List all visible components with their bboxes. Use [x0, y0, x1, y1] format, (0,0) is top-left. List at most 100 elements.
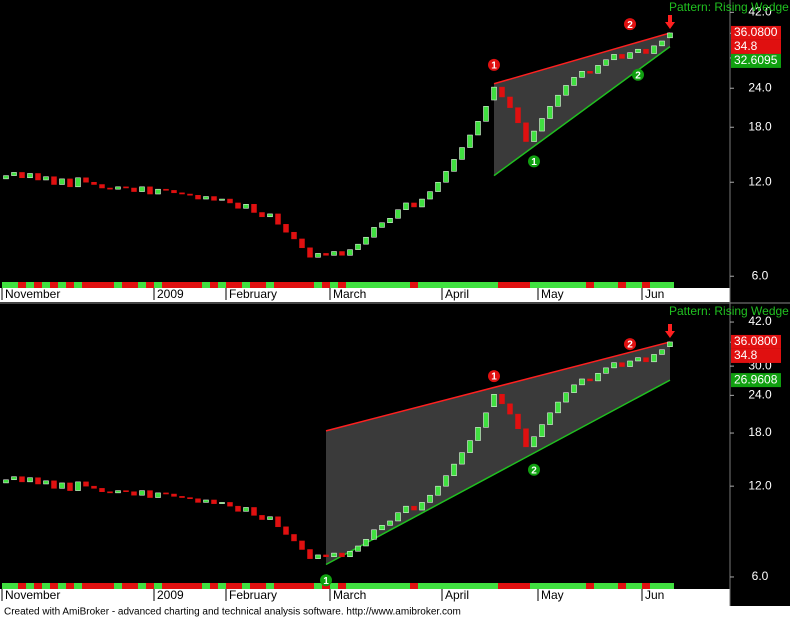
trend-strip	[394, 583, 402, 589]
trend-strip	[130, 282, 138, 288]
candle	[147, 490, 153, 498]
candle	[443, 475, 449, 487]
candle	[187, 193, 193, 196]
candle	[43, 480, 49, 485]
x-tick-label: April	[445, 287, 469, 301]
candle	[107, 491, 113, 494]
trend-strip	[370, 583, 378, 589]
trend-strip	[442, 583, 450, 589]
trend-strip	[146, 583, 154, 589]
candle	[59, 178, 65, 185]
candle	[27, 173, 33, 179]
candle	[3, 479, 9, 484]
trend-strip	[210, 583, 218, 589]
candle	[507, 403, 513, 415]
signal-arrow	[665, 14, 675, 29]
trend-strip	[330, 282, 338, 288]
trend-strip	[658, 282, 666, 288]
pattern-marker	[624, 338, 636, 351]
x-tick-label: May	[541, 287, 564, 301]
candle	[235, 505, 241, 512]
candle	[315, 554, 321, 559]
trend-strip	[170, 282, 178, 288]
candle	[515, 107, 521, 124]
trend-strip	[258, 282, 266, 288]
y-tick-label: 12.0	[748, 478, 772, 492]
candle	[315, 253, 321, 258]
candle	[307, 247, 313, 258]
candle	[619, 54, 625, 59]
trend-strip	[426, 583, 434, 589]
candle	[227, 198, 233, 204]
trend-strip	[114, 583, 122, 589]
trend-strip	[2, 583, 10, 589]
trend-strip	[250, 282, 258, 288]
candle	[379, 222, 385, 228]
trend-strip	[418, 282, 426, 288]
trend-strip	[338, 583, 346, 589]
candle	[547, 106, 553, 119]
trend-strip	[2, 282, 10, 288]
candle	[659, 40, 665, 47]
candle	[339, 552, 345, 558]
trend-strip	[242, 583, 250, 589]
trend-strip	[194, 583, 202, 589]
candle	[443, 171, 449, 183]
candle	[523, 122, 529, 142]
trend-strip	[290, 282, 298, 288]
x-tick-label: Jun	[645, 287, 664, 301]
candle	[611, 362, 617, 369]
candle	[595, 373, 601, 382]
candle	[587, 378, 593, 382]
candle	[395, 512, 401, 522]
trend-strip	[234, 583, 242, 589]
price-label-box	[731, 373, 781, 388]
candle	[139, 490, 145, 496]
trend-strip	[218, 282, 226, 288]
trend-strip	[450, 282, 458, 288]
trend-strip	[522, 583, 530, 589]
candle	[27, 477, 33, 483]
price-label: 32.6095	[734, 53, 778, 67]
price-label-box	[731, 334, 781, 349]
x-tick-label: November	[5, 588, 60, 602]
trend-strip	[570, 282, 578, 288]
pattern-marker-label: 2	[531, 465, 537, 476]
trend-strip	[586, 282, 594, 288]
candle	[323, 554, 329, 558]
candle	[243, 507, 249, 512]
candle	[355, 545, 361, 552]
candle	[619, 362, 625, 367]
trend-strip	[18, 282, 26, 288]
candle	[435, 485, 441, 496]
candle	[299, 540, 305, 550]
y-tick-label: 24.0	[748, 388, 772, 402]
trend-strip	[666, 583, 674, 589]
candle	[99, 184, 105, 189]
trend-strip	[74, 583, 82, 589]
trend-strip	[202, 583, 210, 589]
y-tick-label: 18.0	[748, 119, 772, 133]
trend-strip	[274, 282, 282, 288]
candle	[307, 549, 313, 559]
trend-strip	[306, 583, 314, 589]
x-tick-label: March	[333, 588, 366, 602]
candle	[539, 118, 545, 132]
candle	[419, 198, 425, 208]
candle	[211, 499, 217, 504]
trend-strip	[618, 583, 626, 589]
candle	[187, 497, 193, 500]
candle	[267, 213, 273, 218]
trend-strip	[402, 282, 410, 288]
trend-strip	[362, 583, 370, 589]
trend-strip	[154, 282, 162, 288]
price-label: 34.8	[734, 348, 758, 362]
candle	[459, 147, 465, 160]
trend-strip	[154, 583, 162, 589]
chart-title: Pattern: Rising Wedge	[669, 304, 789, 318]
trend-strip	[266, 282, 274, 288]
pattern-marker-label: 1	[491, 372, 497, 383]
trend-strip	[58, 282, 66, 288]
trend-strip	[26, 583, 34, 589]
